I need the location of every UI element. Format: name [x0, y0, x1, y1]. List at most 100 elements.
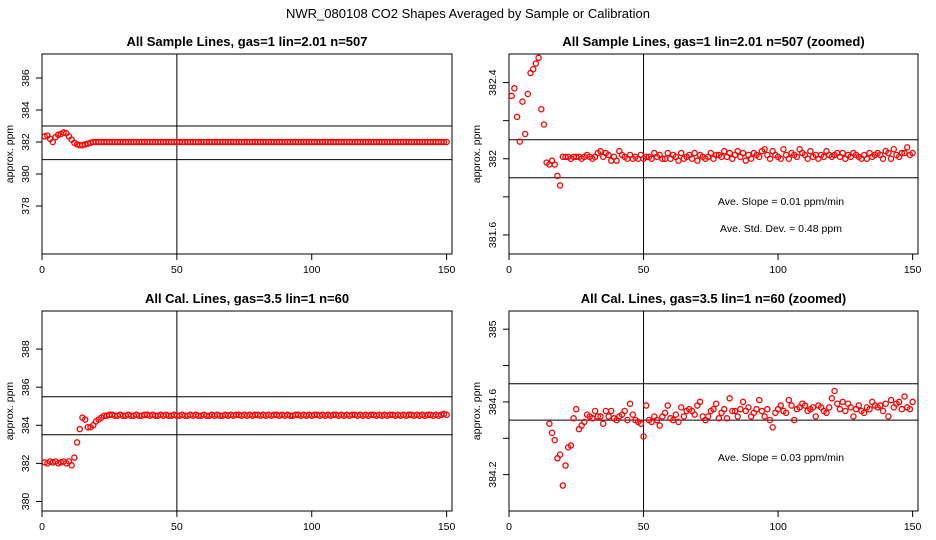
- data-point: [521, 130, 529, 138]
- data-point: [847, 404, 854, 411]
- data-point: [707, 149, 715, 157]
- data-point: [509, 92, 515, 100]
- data-point: [721, 405, 728, 413]
- data-point: [551, 161, 558, 168]
- data-point: [573, 153, 580, 161]
- y-tick-label: 382.4: [487, 69, 499, 95]
- x-tick-label: 0: [39, 264, 45, 276]
- chart-panel-3: All Cal. Lines, gas=3.5 lin=1 n=60 0 50 100…: [4, 291, 456, 533]
- data-point: [71, 454, 78, 461]
- annotation-label: Ave. Slope =: [718, 196, 781, 208]
- x-tick-label: 150: [438, 521, 456, 533]
- data-point: [49, 138, 57, 146]
- data-series: [42, 410, 450, 469]
- data-point: [723, 415, 731, 422]
- y-axis-label: approx. ppm: [471, 125, 483, 184]
- x-tick-label: 100: [303, 521, 321, 533]
- data-point: [554, 172, 561, 180]
- y-tick-label: 388: [20, 340, 32, 358]
- data-point: [511, 85, 518, 92]
- data-point: [669, 416, 677, 424]
- data-point: [556, 451, 564, 458]
- x-tick-label: 50: [638, 521, 650, 533]
- data-point: [761, 413, 768, 420]
- data-point: [599, 420, 607, 427]
- data-point: [839, 398, 846, 406]
- annotation-unit: ppm/min: [804, 196, 844, 208]
- data-point: [440, 138, 448, 146]
- x-tick-label: 50: [171, 521, 183, 533]
- panel-title: All Cal. Lines, gas=3.5 lin=1 n=60: [145, 291, 349, 306]
- data-point: [443, 411, 450, 419]
- data-point: [710, 405, 717, 413]
- data-point: [597, 413, 604, 420]
- y-tick-label: 384.2: [487, 461, 499, 487]
- data-point: [885, 149, 892, 157]
- data-point: [556, 182, 564, 189]
- data-point: [885, 413, 892, 420]
- data-point: [758, 407, 766, 415]
- data-point: [729, 407, 736, 415]
- data-point: [640, 433, 647, 440]
- data-point: [866, 405, 873, 413]
- data-point: [562, 462, 569, 469]
- data-point: [624, 416, 631, 424]
- panel-title: All Sample Lines, gas=1 lin=2.01 n=507 (…: [562, 34, 864, 49]
- data-point: [73, 439, 81, 446]
- data-point: [777, 155, 785, 163]
- data-point: [664, 402, 672, 409]
- data-point: [850, 413, 857, 420]
- data-point: [809, 404, 817, 411]
- data-point: [831, 387, 838, 395]
- data-point: [694, 157, 701, 164]
- y-tick-label: 384.6: [487, 389, 499, 415]
- data-point: [839, 149, 846, 157]
- data-point: [712, 400, 720, 407]
- data-point: [548, 429, 556, 437]
- panel-title: All Sample Lines, gas=1 lin=2.01 n=507: [127, 34, 368, 49]
- annotation-value: 0.01: [780, 196, 803, 208]
- annotation-unit: ppm: [822, 223, 843, 235]
- x-tick-label: 150: [904, 521, 922, 533]
- y-axis-label: approx. ppm: [4, 125, 16, 184]
- data-point: [793, 153, 801, 161]
- data-point: [688, 155, 696, 163]
- y-tick-label: 385: [487, 320, 499, 338]
- data-point: [721, 147, 728, 155]
- x-tick-label: 50: [638, 264, 650, 276]
- data-point: [820, 153, 828, 161]
- data-point: [734, 147, 741, 155]
- annotation: Ave. Slope = 0.03 ppm/min: [718, 452, 844, 464]
- data-point: [675, 157, 682, 164]
- data-point: [898, 149, 906, 157]
- data-point: [887, 155, 895, 163]
- y-tick-label: 386: [20, 378, 32, 396]
- data-point: [855, 402, 863, 409]
- data-point: [890, 145, 898, 153]
- data-point: [591, 407, 599, 415]
- data-point: [860, 409, 868, 417]
- data-point: [742, 157, 750, 164]
- data-point: [731, 407, 739, 415]
- data-point: [551, 436, 558, 444]
- data-point: [621, 407, 628, 415]
- data-point: [680, 413, 688, 420]
- data-point: [785, 155, 793, 163]
- data-point: [677, 404, 685, 411]
- data-point: [898, 405, 906, 413]
- data-point: [785, 396, 793, 404]
- y-tick-label: 384: [20, 416, 32, 434]
- data-point: [895, 398, 903, 406]
- data-point: [68, 462, 75, 469]
- y-tick-label: 386: [20, 69, 32, 87]
- data-point: [903, 144, 911, 151]
- data-point: [761, 145, 768, 153]
- data-point: [788, 402, 795, 409]
- data-point: [664, 149, 672, 157]
- data-point: [804, 155, 811, 163]
- data-point: [715, 415, 723, 422]
- data-series: [546, 387, 916, 489]
- data-point: [828, 395, 836, 402]
- data-point: [825, 404, 833, 411]
